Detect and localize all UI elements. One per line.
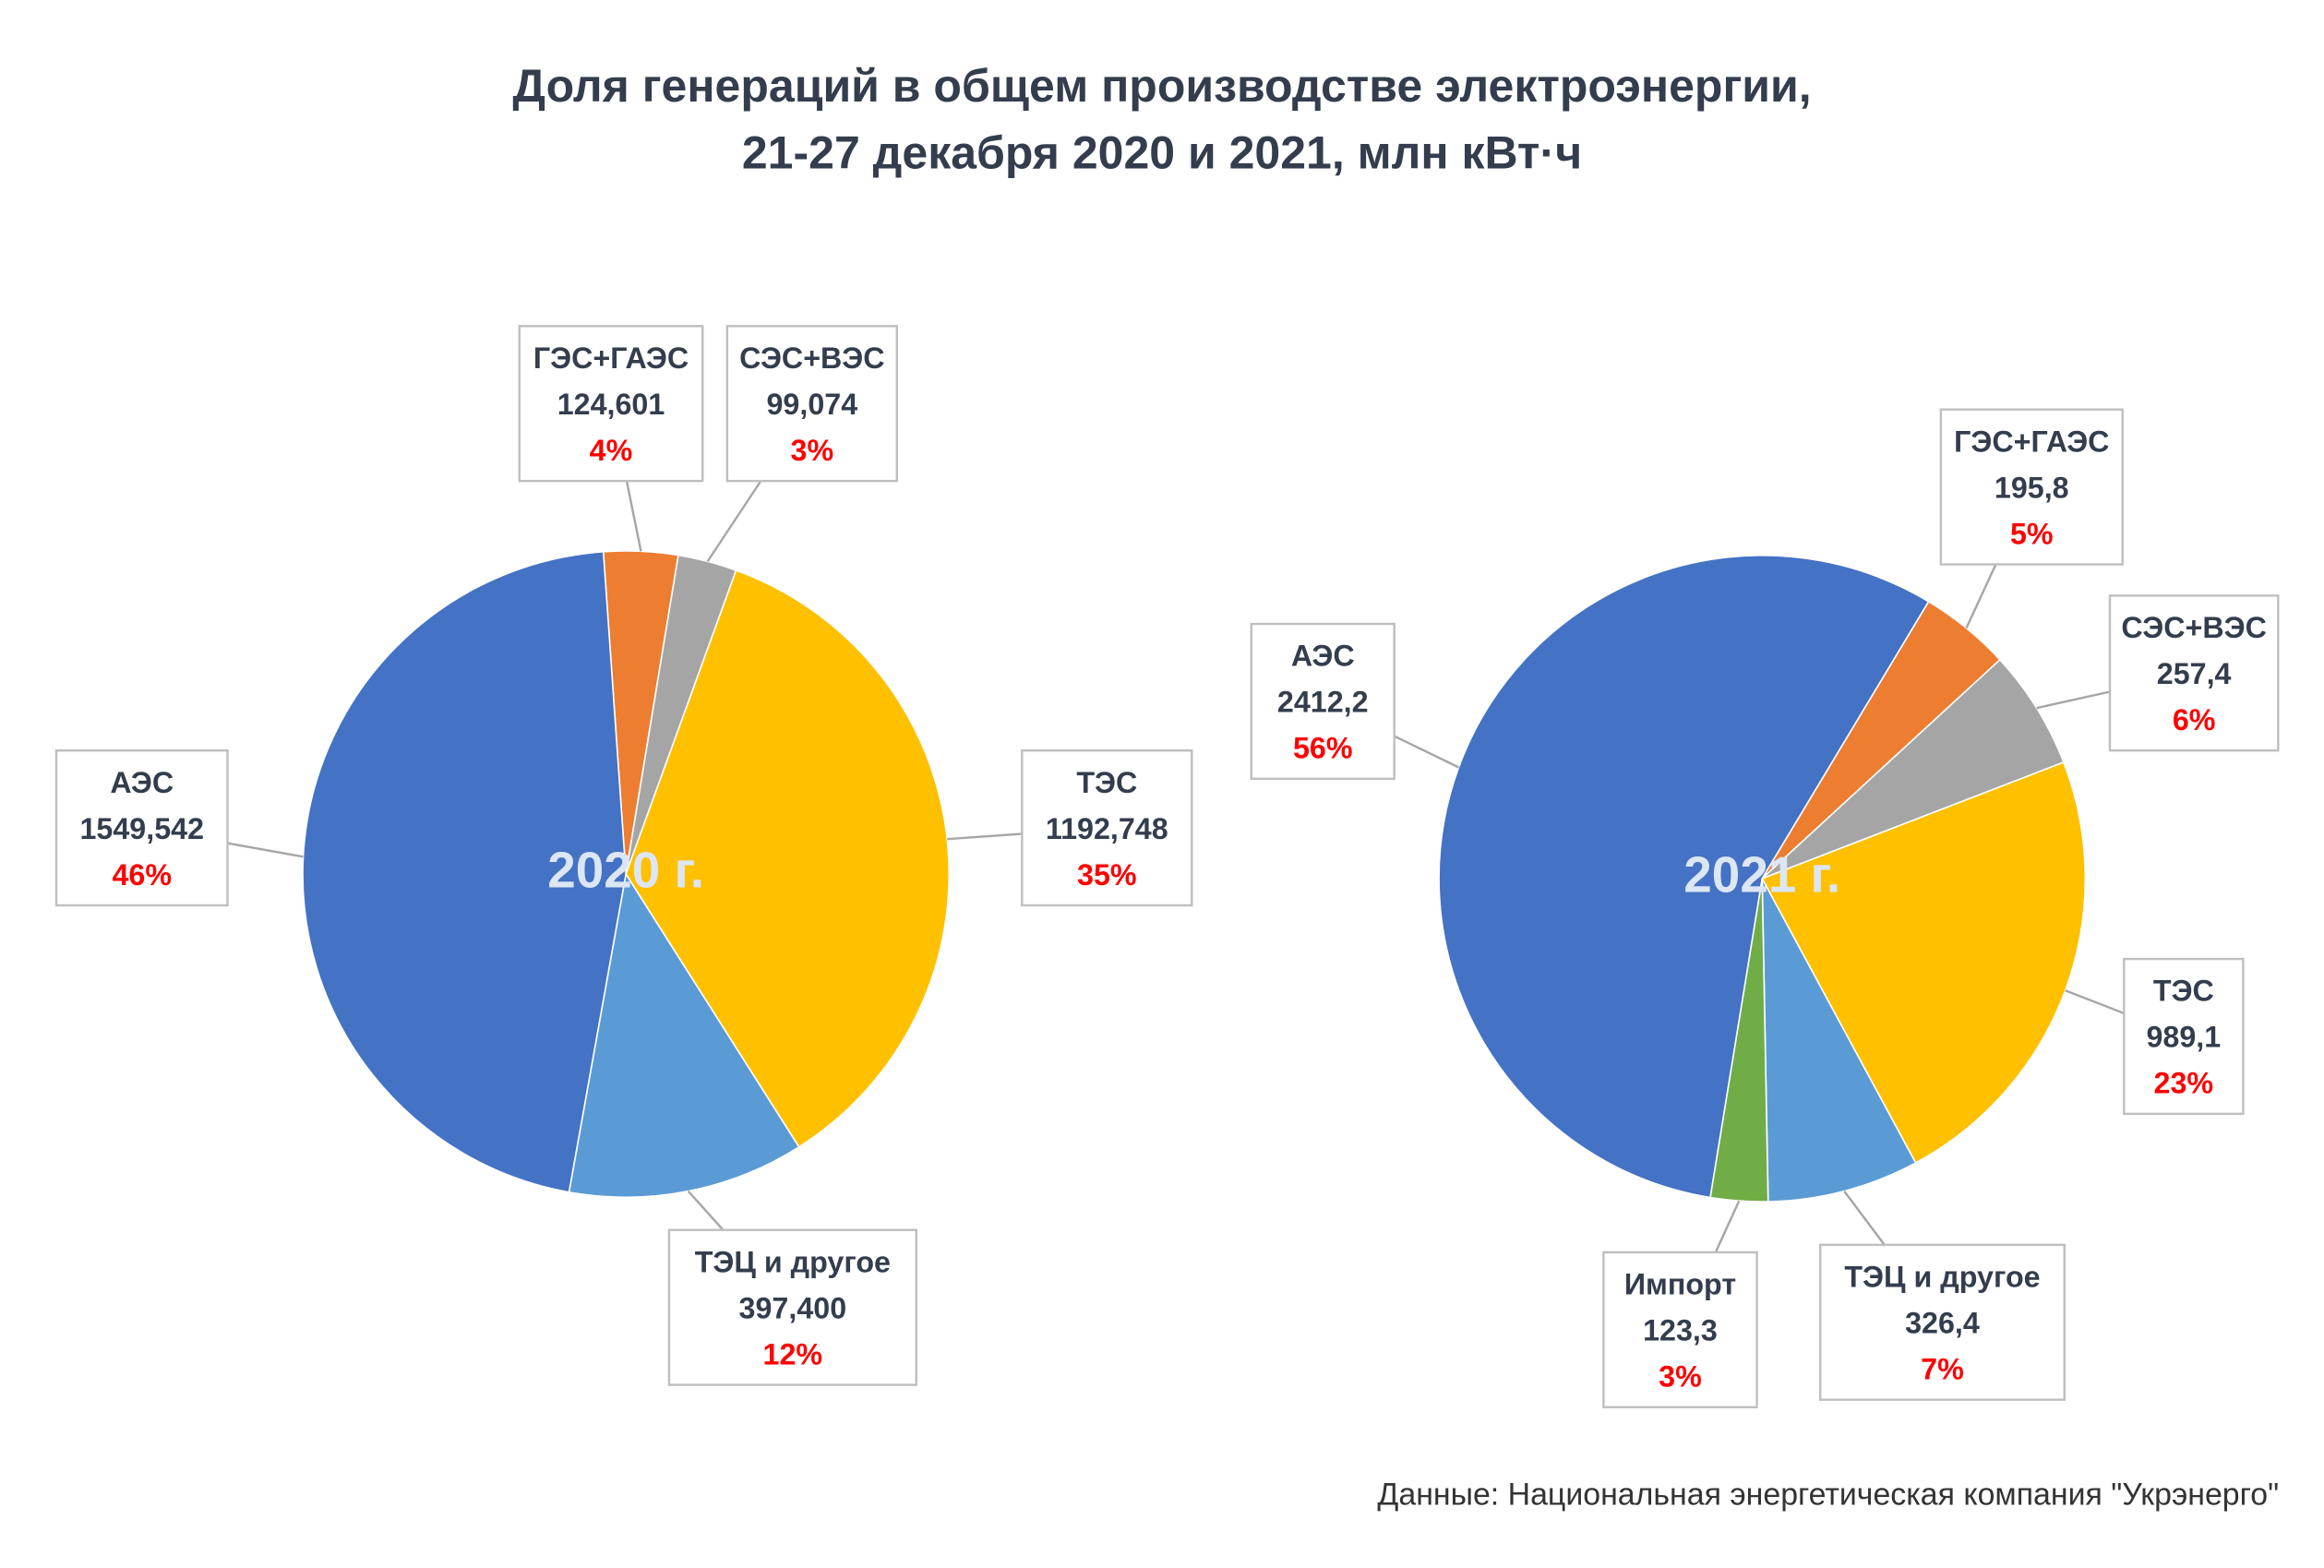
slice-value: 257,4 <box>2157 657 2232 690</box>
pie-slice <box>1761 760 2087 1165</box>
slice-value: 99,074 <box>767 388 858 421</box>
slice-share: 23% <box>2154 1067 2214 1100</box>
callout-box <box>1939 408 2124 566</box>
slice-share: 56% <box>1293 732 1353 765</box>
slice-value: 124,601 <box>557 388 665 421</box>
slice-value: 1549,542 <box>80 812 205 845</box>
slice-name: АЭС <box>1291 640 1355 673</box>
slice-name: СЭС+ВЭС <box>739 341 884 375</box>
callout-box <box>1021 748 1193 907</box>
slice-name: АЭС <box>110 766 174 799</box>
slice-value: 397,400 <box>739 1291 847 1324</box>
chart-title: Доля генераций в общем производстве элек… <box>512 60 1811 112</box>
slice-value: 195,8 <box>1995 471 2069 504</box>
slice-name: ТЭС <box>1076 766 1137 799</box>
slice-value: 1192,748 <box>1046 812 1168 845</box>
chart-title: 21-27 декабря 2020 и 2021, млн кВт·ч <box>742 127 1582 179</box>
slice-share: 6% <box>2173 703 2216 736</box>
slice-name: ТЭЦ и другое <box>1844 1260 2040 1293</box>
callout-box <box>1602 1251 1758 1408</box>
callout-box <box>518 325 704 483</box>
pie-center-label: 2021 г. <box>1683 845 1840 903</box>
slice-name: Импорт <box>1624 1268 1736 1301</box>
slice-name: ТЭС <box>2153 975 2214 1008</box>
pie-slice <box>1761 658 2065 880</box>
pie-slice <box>302 550 627 1193</box>
callout-box <box>2108 594 2280 752</box>
slice-name: ГЭС+ГАЭС <box>533 341 689 375</box>
pie-slice <box>1761 878 1917 1203</box>
callout-box <box>725 325 899 483</box>
callout-box <box>54 748 229 907</box>
slice-share: 4% <box>590 434 633 467</box>
slice-share: 7% <box>1921 1353 1964 1386</box>
slice-value: 2412,2 <box>1277 686 1369 719</box>
slice-share: 12% <box>763 1337 823 1371</box>
callout-box <box>2123 957 2245 1116</box>
slice-value: 989,1 <box>2146 1021 2221 1054</box>
slice-value: 326,4 <box>1905 1307 1980 1340</box>
callout-box <box>1250 622 1396 781</box>
callout-box <box>667 1228 917 1386</box>
pie-slice <box>568 871 800 1199</box>
slice-name: СЭС+ВЭС <box>2121 611 2266 644</box>
callout-box <box>1818 1243 2066 1401</box>
slice-share: 3% <box>791 434 834 467</box>
pie-slice <box>625 569 951 1148</box>
source: Данные: Национальная энергетическая комп… <box>1377 1478 2279 1513</box>
slice-name: ТЭЦ и другое <box>695 1245 891 1278</box>
slice-value: 123,3 <box>1643 1314 1718 1347</box>
slice-share: 35% <box>1077 858 1137 892</box>
slice-share: 5% <box>2010 517 2054 550</box>
slice-name: ГЭС+ГАЭС <box>1954 425 2109 458</box>
slice-share: 3% <box>1659 1360 1702 1394</box>
slice-share: 46% <box>112 858 172 892</box>
pie-center-label: 2020 г. <box>547 842 704 899</box>
